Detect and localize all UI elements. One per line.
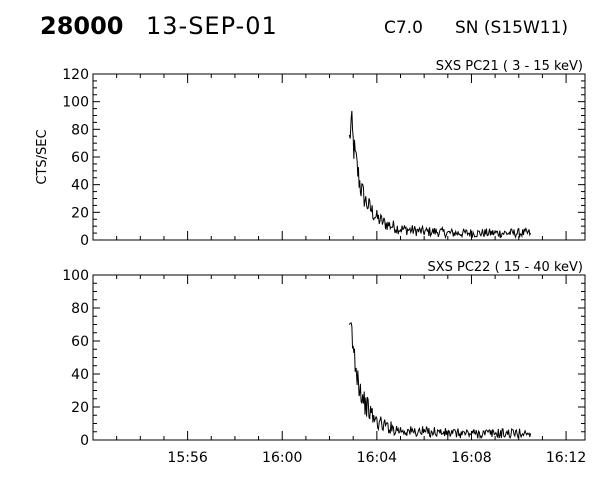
y-tick-label: 60 xyxy=(71,334,89,350)
x-tick-label: 16:04 xyxy=(357,450,397,466)
y-tick-label: 80 xyxy=(71,301,89,317)
y-tick-label: 20 xyxy=(71,400,89,416)
x-tick-label: 16:00 xyxy=(262,450,302,466)
y-tick-label: 20 xyxy=(71,205,89,221)
y-tick-label: 80 xyxy=(71,122,89,138)
plot-frame xyxy=(92,73,586,241)
event-id: 28000 xyxy=(40,12,124,40)
event-date: 13-SEP-01 xyxy=(146,12,278,40)
series-line xyxy=(348,110,532,240)
x-tick-label: 16:12 xyxy=(546,450,586,466)
plot-frame xyxy=(92,274,586,441)
x-tick-label: 15:56 xyxy=(167,450,207,466)
flare-location: SN (S15W11) xyxy=(455,18,569,38)
flare-class: C7.0 xyxy=(384,18,423,38)
x-tick-label: 16:08 xyxy=(451,450,491,466)
y-tick-label: 40 xyxy=(71,367,89,383)
chart-panel-1: 0 20 40 60 80 100 120 SXS PC21 ( 3 - 15 keV) CTS… xyxy=(35,59,586,249)
y-tick-label: 100 xyxy=(62,95,89,111)
y-tick-label: 100 xyxy=(62,268,89,284)
series-line xyxy=(348,322,532,440)
panel-title: SXS PC22 ( 15 - 40 keV) xyxy=(427,260,583,275)
y-tick-label: 0 xyxy=(80,233,89,249)
y-axis-label: CTS/SEC xyxy=(35,129,50,184)
y-tick-label: 40 xyxy=(71,178,89,194)
y-tick-label: 0 xyxy=(80,433,89,449)
y-tick-label: 60 xyxy=(71,150,89,166)
chart-panel-2: 0 20 40 60 80 100 15:56 16:00 16:04 16:08 16:12 SXS… xyxy=(62,260,586,466)
panel-title: SXS PC21 ( 3 - 15 keV) xyxy=(436,59,583,74)
y-tick-label: 120 xyxy=(62,67,89,83)
